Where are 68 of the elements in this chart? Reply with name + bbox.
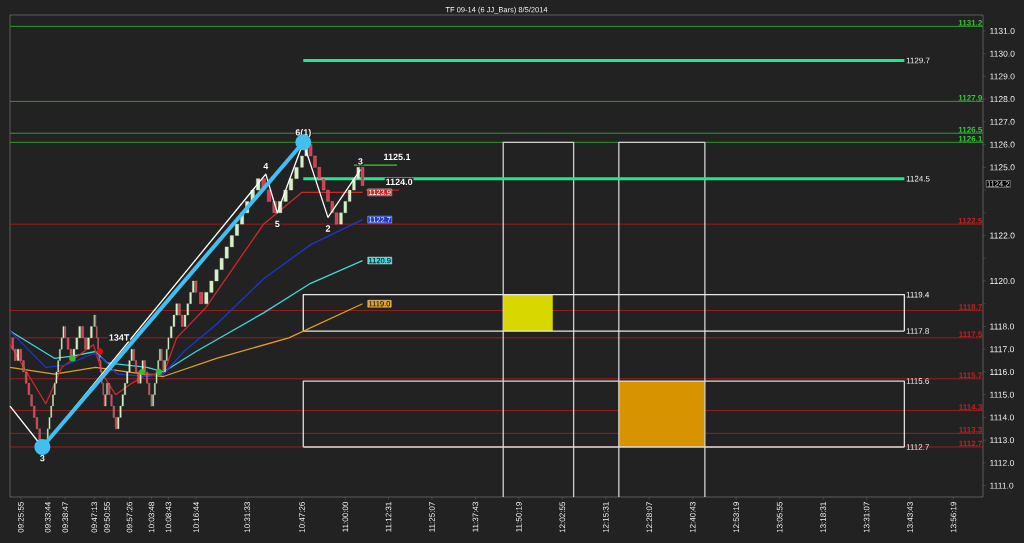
annotation: 3 (40, 454, 45, 462)
x-tick-label: 09:33:44 (44, 501, 51, 533)
ref-line-label: 1126.5 (958, 126, 983, 133)
ref-line-label: 1113.3 (959, 426, 983, 433)
ref-line-label: 1112.7 (959, 440, 982, 447)
annotation: 4 (263, 162, 269, 170)
data-label: 1124.5 (906, 175, 930, 182)
data-label: 1119.4 (906, 291, 930, 298)
x-tick-label: 12:02:55 (559, 502, 566, 533)
x-tick-label: 13:31:07 (863, 502, 870, 533)
x-tick-label: 12:28:07 (646, 502, 653, 533)
ref-line-label: 1115.7 (959, 372, 982, 379)
y-tick-label: 1122.0 (990, 232, 1015, 239)
x-tick-label: 09:47:13 (91, 502, 98, 533)
y-tick-label: 1125.0 (990, 164, 1015, 171)
x-tick-label: 12:40:43 (689, 502, 696, 533)
ref-line-label: 1118.7 (959, 304, 982, 310)
ref-line-label: 1131.2 (958, 19, 982, 26)
x-tick-label: 10:47:26 (299, 502, 305, 533)
ref-line-label: 1126.1 (958, 135, 983, 142)
y-tick-label: 1112.0 (990, 459, 1014, 466)
ref-line-label: 1127.9 (958, 95, 983, 101)
y-tick-label: 1131.0 (990, 27, 1015, 34)
annotation: 1125.1 (384, 153, 411, 161)
ref-line-label: 1114.3 (959, 404, 983, 410)
x-tick-label: 11:37:43 (472, 502, 479, 532)
annotation: 134T (109, 334, 130, 341)
x-tick-label: 10:08:43 (165, 502, 172, 533)
annotation: 3 (358, 158, 363, 165)
x-tick-label: 09:57:26 (126, 502, 133, 533)
y-tick-label: 1129.0 (990, 73, 1015, 80)
y-tick-label: 1111.0 (990, 482, 1014, 489)
annotation: 5 (275, 220, 280, 228)
x-tick-label: 12:15:31 (602, 502, 609, 533)
y-tick-label: 1128.0 (990, 96, 1015, 103)
y-tick-label: 1116.0 (990, 368, 1014, 375)
x-tick-label: 11:00:00 (342, 502, 349, 532)
data-label: 1115.6 (906, 378, 929, 384)
x-tick-label: 10:03:48 (148, 502, 155, 533)
x-tick-label: 13:56:19 (950, 502, 957, 533)
x-tick-label: 09:50:55 (104, 502, 110, 533)
x-tick-label: 13:05:55 (776, 502, 783, 533)
x-tick-label: 13:43:43 (907, 502, 913, 533)
y-tick-label: 1126.0 (990, 141, 1015, 148)
y-tick-label: 1127.0 (990, 118, 1015, 125)
x-tick-label: 10:16:44 (193, 501, 199, 533)
y-tick-label: 1115.0 (990, 391, 1014, 398)
annotation: 1124.0 (386, 178, 413, 186)
x-tick-label: 11:50:19 (516, 502, 522, 532)
y-tick-label: 1113.0 (990, 437, 1014, 444)
y-tick-label: 1114.0 (990, 414, 1014, 421)
x-tick-label: 09:38:47 (62, 502, 69, 533)
x-tick-label: 12:53:19 (733, 502, 739, 533)
y-tick-label: 1130.0 (990, 50, 1015, 57)
x-tick-label: 11:25:07 (429, 502, 435, 532)
x-tick-label: 10:31:33 (244, 502, 250, 533)
y-tick-label: 1117.0 (990, 346, 1014, 353)
x-tick-label: 13:18:31 (820, 502, 826, 533)
x-tick-label: 11:12:31 (385, 502, 392, 532)
ref-line-label: 1117.5 (959, 331, 983, 338)
y-tick-label: 1118.0 (990, 323, 1014, 330)
data-label: 1129.7 (906, 57, 930, 64)
data-label: 1117.8 (906, 328, 929, 334)
y-tick-label: 1120.0 (990, 278, 1015, 285)
data-label: 1112.7 (906, 444, 929, 450)
x-tick-label: 09:25:55 (17, 502, 24, 533)
annotation: 2 (325, 225, 331, 232)
ref-line-label: 1122.5 (958, 217, 983, 224)
